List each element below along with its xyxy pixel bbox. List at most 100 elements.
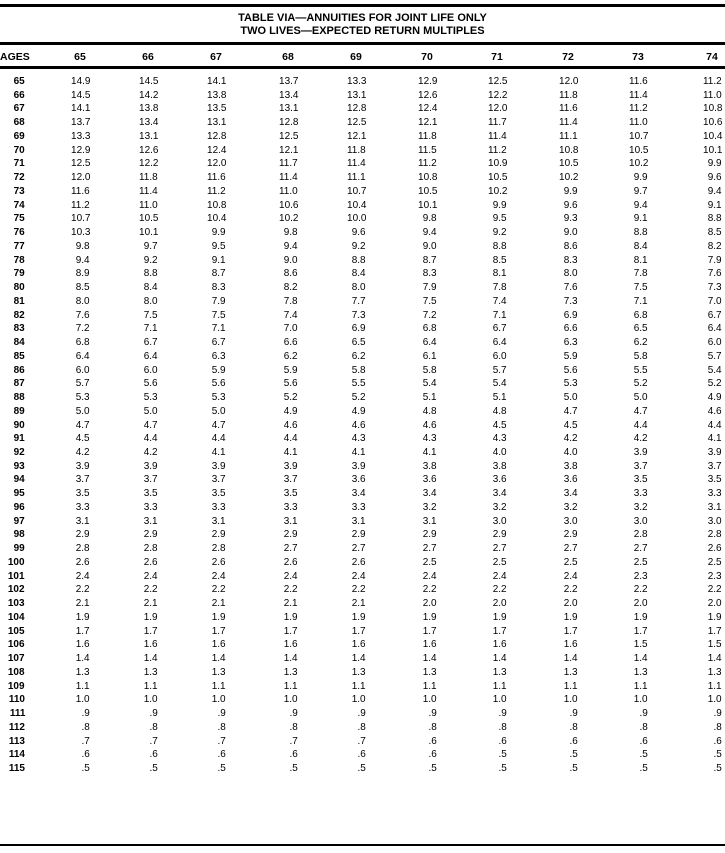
- value-cell: 13.7: [70, 116, 90, 129]
- value-cell: 11.4: [629, 88, 648, 101]
- value-cell: 8.5: [76, 281, 90, 294]
- value-cell: 1.3: [708, 665, 722, 678]
- value-cell: 1.1: [493, 679, 507, 692]
- value-cell: 3.1: [144, 514, 158, 527]
- value-cell: 2.0: [634, 597, 648, 610]
- value-cell: 13.7: [278, 75, 298, 87]
- value-cell: 7.1: [144, 322, 158, 335]
- value-cell: 12.5: [346, 116, 366, 129]
- row-age: 97: [13, 514, 25, 527]
- value-cell: 1.4: [564, 652, 578, 665]
- value-cell: 8.7: [212, 267, 226, 280]
- value-cell: 10.2: [487, 184, 507, 197]
- value-cell: 1.7: [493, 624, 507, 637]
- value-cell: 9.7: [634, 184, 648, 197]
- value-cell: 2.2: [634, 583, 648, 596]
- column-header-71: 71: [491, 51, 503, 63]
- value-cell: 9.4: [284, 239, 298, 252]
- value-cell: .9: [428, 707, 437, 720]
- value-cell: 2.4: [423, 569, 437, 582]
- column-header-73: 73: [632, 51, 644, 63]
- value-cell: 8.1: [493, 267, 507, 280]
- value-cell: 9.4: [76, 253, 90, 266]
- value-cell: 11.2: [71, 198, 90, 211]
- value-cell: 2.8: [144, 542, 158, 555]
- value-cell: 4.3: [352, 432, 366, 445]
- value-cell: 4.5: [493, 418, 507, 431]
- value-cell: 2.6: [352, 555, 366, 568]
- value-cell: 3.0: [634, 514, 648, 527]
- value-cell: 8.6: [284, 267, 298, 280]
- value-cell: 1.0: [352, 693, 366, 706]
- value-cell: 1.7: [144, 624, 158, 637]
- row-age: 100: [8, 555, 25, 568]
- value-cell: 7.1: [212, 322, 226, 335]
- value-cell: 10.8: [417, 171, 437, 184]
- value-cell: 3.7: [212, 473, 226, 486]
- value-cell: 3.7: [708, 459, 722, 472]
- value-cell: 5.2: [284, 391, 298, 404]
- value-cell: 13.1: [346, 88, 366, 101]
- row-age: 98: [13, 528, 25, 541]
- value-cell: 3.2: [564, 500, 578, 513]
- value-cell: 7.9: [708, 253, 722, 266]
- value-cell: 12.2: [138, 157, 158, 170]
- value-cell: .6: [289, 748, 298, 761]
- value-cell: 3.6: [493, 473, 507, 486]
- value-cell: 6.9: [352, 322, 366, 335]
- value-cell: 9.1: [708, 198, 722, 211]
- value-cell: 14.9: [70, 75, 90, 87]
- top-rule: [0, 4, 725, 7]
- value-cell: 2.2: [352, 583, 366, 596]
- value-cell: 7.8: [493, 281, 507, 294]
- value-cell: 1.9: [564, 610, 578, 623]
- row-age: 75: [13, 212, 25, 225]
- row-age: 74: [13, 198, 25, 211]
- value-cell: 3.7: [284, 473, 298, 486]
- value-cell: 2.2: [212, 583, 226, 596]
- value-cell: 6.5: [352, 336, 366, 349]
- value-cell: 6.4: [708, 322, 722, 335]
- row-age: 111: [9, 707, 25, 720]
- row-age: 72: [13, 171, 25, 184]
- value-cell: 5.6: [212, 377, 226, 390]
- value-cell: 2.8: [708, 528, 722, 541]
- value-cell: 10.8: [206, 198, 226, 211]
- row-age: 84: [13, 336, 25, 349]
- value-cell: 4.3: [423, 432, 437, 445]
- value-cell: 3.6: [564, 473, 578, 486]
- value-cell: 9.0: [423, 239, 437, 252]
- value-cell: 2.6: [284, 555, 298, 568]
- value-cell: 10.8: [702, 102, 722, 115]
- value-cell: 12.1: [346, 129, 366, 142]
- value-cell: 5.9: [564, 349, 578, 362]
- row-age: 68: [13, 116, 25, 129]
- row-age: 87: [13, 377, 25, 390]
- value-cell: 3.0: [564, 514, 578, 527]
- value-cell: 13.8: [138, 102, 158, 115]
- value-cell: 5.0: [212, 404, 226, 417]
- row-age: 109: [8, 679, 25, 692]
- value-cell: 2.5: [423, 555, 437, 568]
- value-cell: 1.4: [634, 652, 648, 665]
- value-cell: 7.9: [423, 281, 437, 294]
- value-cell: .9: [569, 707, 578, 720]
- value-cell: 10.7: [346, 184, 366, 197]
- value-cell: 5.1: [493, 391, 507, 404]
- value-cell: 1.9: [634, 610, 648, 623]
- value-cell: 1.7: [564, 624, 578, 637]
- row-age: 112: [8, 720, 25, 733]
- value-cell: 1.0: [76, 693, 90, 706]
- row-age: 110: [8, 693, 25, 706]
- value-cell: 10.4: [346, 198, 366, 211]
- value-cell: .5: [81, 762, 90, 774]
- column-header-69: 69: [350, 51, 362, 63]
- value-cell: 2.0: [493, 597, 507, 610]
- value-cell: 7.4: [284, 308, 298, 321]
- value-cell: 3.8: [493, 459, 507, 472]
- value-cell: 3.2: [634, 500, 648, 513]
- value-cell: 3.1: [352, 514, 366, 527]
- column-header-67: 67: [210, 51, 222, 63]
- value-cell: 12.4: [206, 143, 226, 156]
- value-cell: 1.7: [76, 624, 90, 637]
